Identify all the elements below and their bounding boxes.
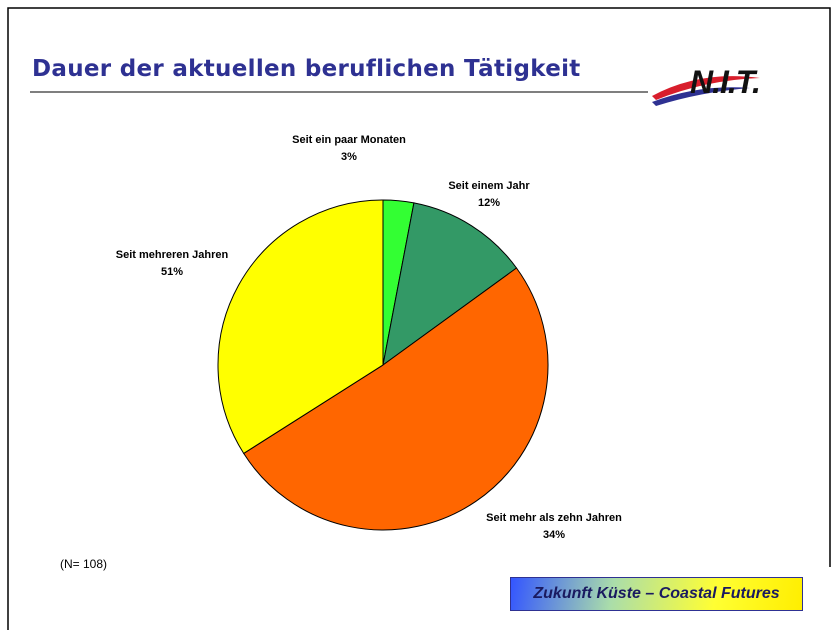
- pie-slice: [217, 199, 384, 455]
- slice-label: Seit mehreren Jahren 51%: [102, 247, 242, 281]
- footer-badge: Zukunft Küste – Coastal Futures: [510, 577, 803, 611]
- logo-swoosh-red: [652, 76, 760, 100]
- slice-category: Seit mehreren Jahren: [115, 249, 229, 261]
- slice-category: Seit ein paar Monaten: [292, 134, 406, 146]
- slice-category: Seit einem Jahr: [448, 180, 530, 192]
- slice-category: Seit mehr als zehn Jahren: [486, 512, 622, 524]
- pie: [217, 199, 549, 531]
- pie-slice: [242, 267, 549, 531]
- pie-slice: [382, 202, 518, 367]
- slice-label: Seit ein paar Monaten 3%: [279, 132, 419, 166]
- chart-title: Dauer der aktuellen beruflichen Tätigkei…: [32, 56, 581, 82]
- slice-label: Seit mehr als zehn Jahren 34%: [484, 510, 624, 544]
- slice-value: 3%: [341, 151, 357, 163]
- slice-value: 51%: [160, 266, 184, 278]
- slice-value: 34%: [542, 529, 566, 541]
- slice-value: 12%: [477, 197, 501, 209]
- slide-frame: [7, 7, 831, 630]
- logo: N.I.T.: [690, 64, 761, 100]
- note: (N= 108): [60, 557, 108, 571]
- slice-label: Seit einem Jahr 12%: [419, 178, 559, 212]
- logo-swoosh-blue: [652, 87, 750, 106]
